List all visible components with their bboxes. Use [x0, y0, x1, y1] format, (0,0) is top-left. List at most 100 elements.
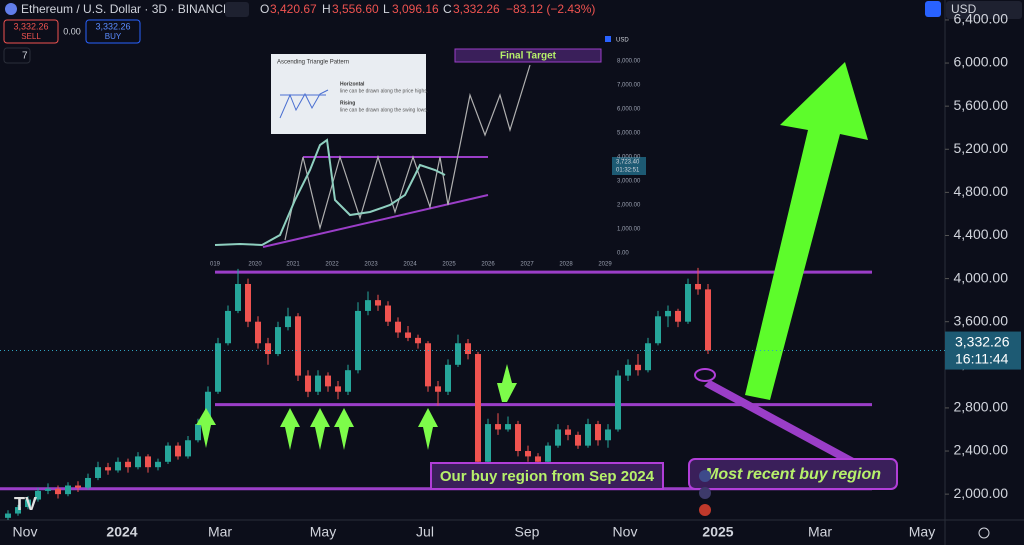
inset-price-label: 4,000.00: [617, 155, 641, 161]
inset-timer: 01:32:51: [616, 168, 640, 174]
ohlc-label: C: [443, 2, 452, 16]
up-arrow: [196, 408, 216, 448]
ohlc-value: 3,556.60: [332, 2, 379, 16]
candle-body: [55, 488, 61, 495]
candle-body: [65, 485, 71, 495]
note-bold: Horizontal: [340, 81, 365, 87]
candle-body: [555, 429, 561, 446]
event-icon[interactable]: [699, 470, 711, 482]
inset-price-label: 6,000.00: [617, 107, 641, 113]
candle-body: [5, 513, 11, 518]
x-tick-label: May: [310, 524, 336, 540]
sell-button[interactable]: [3, 19, 59, 44]
candle-body: [105, 467, 111, 471]
x-tick-label: Nov: [13, 524, 38, 540]
inset-price-label: 5,000.00: [617, 131, 641, 137]
candle-body: [665, 310, 671, 317]
y-tick-label: 3,600.00: [954, 312, 1009, 328]
projection: [284, 64, 531, 241]
y-tick-label: 4,000.00: [954, 269, 1009, 285]
pointer: [704, 380, 876, 476]
candle-body: [135, 456, 141, 468]
candle-body: [225, 310, 231, 344]
x-tick-label: Mar: [808, 524, 832, 540]
inset-year: 2022: [325, 262, 339, 268]
ohlc-value: 3,332.26: [453, 2, 500, 16]
candle-body: [25, 499, 31, 508]
event-icon[interactable]: [699, 487, 711, 499]
inset-year: 2024: [403, 262, 417, 268]
support-line: [262, 194, 489, 248]
y-tick-label: 6,400.00: [954, 11, 1009, 27]
candle-body: [605, 429, 611, 441]
indicator-count: 7: [22, 51, 28, 62]
inset-chart: Final Target Ascending Triangle Pattern …: [205, 33, 646, 273]
candle-body: [325, 375, 331, 387]
candle-body: [655, 316, 661, 344]
up-arrow: [310, 408, 330, 450]
y-tick-label: 5,600.00: [954, 97, 1009, 113]
note: line can be drawn along the swing lows.: [340, 107, 428, 113]
candle-body: [285, 316, 291, 328]
tool-icon[interactable]: [225, 2, 249, 17]
x-tick-label: 2025: [702, 524, 733, 540]
candle-body: [595, 424, 601, 441]
candle-body: [175, 445, 181, 457]
last-price: 3,332.26: [955, 333, 1010, 349]
inset-year: 2027: [520, 262, 534, 268]
candle-body: [585, 424, 591, 446]
inset-price-label: 0.00: [617, 251, 629, 257]
candle-body: [575, 434, 581, 446]
inset-year: 2020: [248, 262, 262, 268]
candle-body: [685, 283, 691, 322]
x-tick-label: Nov: [613, 524, 638, 540]
ohlc-value: 3,096.16: [392, 2, 439, 16]
up-arrow: [334, 408, 354, 450]
candle-body: [625, 364, 631, 376]
candle-body: [455, 343, 461, 365]
x-tick-label: 2024: [106, 524, 137, 540]
price-sketch: [214, 138, 446, 247]
sync-icon[interactable]: [925, 1, 941, 17]
note-bold: Rising: [340, 100, 355, 106]
inset-year: 2029: [598, 262, 612, 268]
candle-body: [165, 445, 171, 462]
candle-body: [345, 370, 351, 392]
candle-body: [495, 424, 501, 430]
inset-price: 3,723.40: [616, 160, 640, 166]
candle-body: [485, 424, 491, 462]
event-icon[interactable]: [699, 504, 711, 516]
candle-body: [475, 354, 481, 462]
inset-price-label: 2,000.00: [617, 203, 641, 209]
candle-body: [525, 451, 531, 457]
candle-body: [395, 321, 401, 333]
candle-body: [375, 300, 381, 306]
currency-select[interactable]: [946, 1, 1022, 19]
candle-body: [355, 310, 361, 371]
y-tick-label: 6,000.00: [954, 54, 1009, 70]
candle-body: [675, 310, 681, 322]
inset-year: 019: [210, 262, 221, 268]
pattern-title: Ascending Triangle Pattern: [277, 60, 349, 66]
plot: [0, 267, 872, 520]
candle-body: [635, 364, 641, 371]
buy-button[interactable]: [85, 19, 141, 44]
y-tick-label: 2,400.00: [954, 442, 1009, 458]
settings-icon[interactable]: [978, 527, 990, 539]
buy-arrows: [196, 364, 517, 450]
last-price-tag: [945, 331, 1021, 370]
candle-body: [695, 283, 701, 290]
candle-body: [95, 467, 101, 478]
ohlc-label: L: [383, 2, 390, 16]
y-tick-label: 4,400.00: [954, 226, 1009, 242]
indicators-toggle[interactable]: [3, 47, 31, 64]
target-box: [454, 48, 602, 63]
y-tick-label: 2,800.00: [954, 399, 1009, 415]
candle-body: [335, 386, 341, 392]
buy-circle: [694, 368, 716, 382]
inset-years: 019 2020 2021 2022 2023 2024 2025 2026 2027 2028 2…: [210, 262, 612, 268]
candle-body: [155, 461, 161, 468]
candle-body: [125, 461, 131, 468]
down-arrow: [497, 364, 517, 402]
candle-body: [365, 300, 371, 311]
